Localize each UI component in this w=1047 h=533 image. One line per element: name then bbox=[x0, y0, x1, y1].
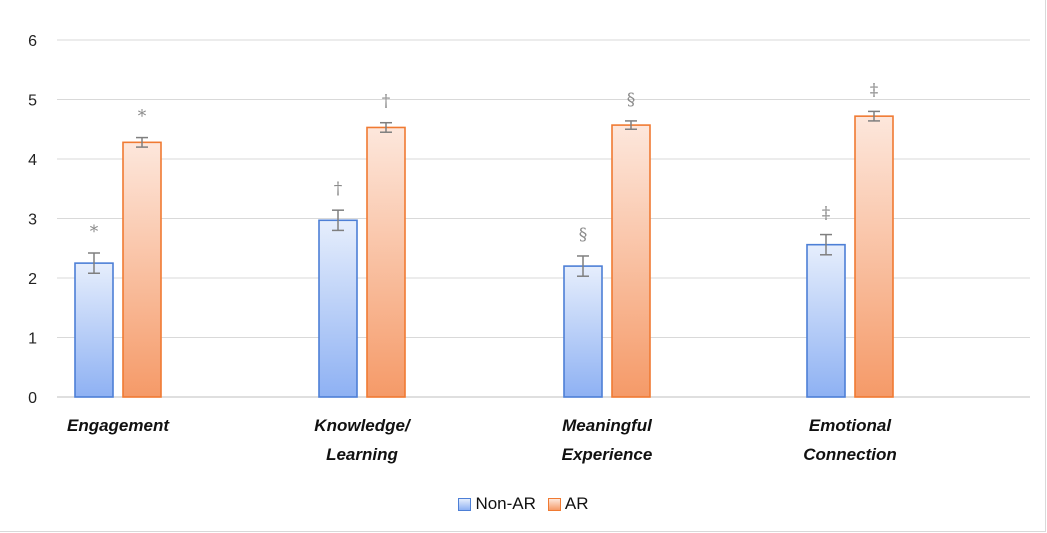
bar bbox=[563, 265, 603, 398]
bar bbox=[854, 115, 894, 398]
y-tick-label: 2 bbox=[28, 271, 37, 288]
bars bbox=[74, 115, 894, 398]
error-bar bbox=[88, 252, 100, 274]
legend-item-ar: AR bbox=[547, 494, 589, 514]
y-tick-label: 1 bbox=[28, 331, 37, 348]
legend-swatch-ar bbox=[547, 497, 561, 511]
y-axis-tick-labels: 0 1 2 3 4 5 6 bbox=[28, 33, 37, 407]
x-category-label: Meaningful Experience bbox=[562, 416, 653, 464]
x-axis-category-labels: Engagement Knowledge/Learning Meaningful Ex… bbox=[67, 416, 897, 464]
y-tick-label: 6 bbox=[28, 33, 37, 50]
significance-markers: * † § ‡ * † § ‡ bbox=[90, 80, 879, 245]
legend: Non-AR AR bbox=[0, 494, 1047, 514]
bar bbox=[318, 219, 358, 398]
bar bbox=[806, 243, 846, 398]
y-tick-label: 5 bbox=[28, 93, 37, 110]
x-category-label: Knowledge/Learning bbox=[314, 416, 412, 464]
significance-marker: ‡ bbox=[822, 204, 831, 224]
error-bar bbox=[820, 233, 832, 256]
legend-swatch-non-ar bbox=[458, 497, 472, 511]
significance-marker: § bbox=[627, 90, 636, 110]
significance-marker: ‡ bbox=[870, 80, 879, 100]
significance-marker: † bbox=[382, 92, 391, 112]
significance-marker: * bbox=[90, 222, 99, 242]
x-category-label: Engagement bbox=[67, 416, 170, 435]
error-bar bbox=[625, 120, 637, 130]
y-tick-label: 0 bbox=[28, 390, 37, 407]
error-bar bbox=[136, 136, 148, 148]
y-tick-label: 4 bbox=[28, 152, 37, 169]
bar-chart: 0 1 2 3 4 5 6 * † § ‡ * † § ‡ Engagement Knowledge/Lea… bbox=[28, 33, 1030, 464]
bar bbox=[74, 262, 114, 398]
x-category-label: Emotional Connection bbox=[803, 416, 897, 464]
error-bar bbox=[332, 209, 344, 232]
y-tick-label: 3 bbox=[28, 212, 37, 229]
error-bar bbox=[380, 121, 392, 133]
legend-label-ar: AR bbox=[564, 494, 589, 513]
error-bar bbox=[577, 255, 589, 277]
significance-marker: † bbox=[334, 179, 343, 199]
error-bars bbox=[88, 110, 880, 277]
bar bbox=[366, 126, 406, 398]
error-bar bbox=[868, 110, 880, 122]
legend-label-non-ar: Non-AR bbox=[475, 494, 536, 513]
significance-marker: § bbox=[579, 225, 588, 245]
significance-marker: * bbox=[138, 107, 147, 127]
legend-item-non-ar: Non-AR bbox=[458, 494, 536, 514]
bar bbox=[611, 124, 651, 398]
bar bbox=[122, 141, 162, 398]
